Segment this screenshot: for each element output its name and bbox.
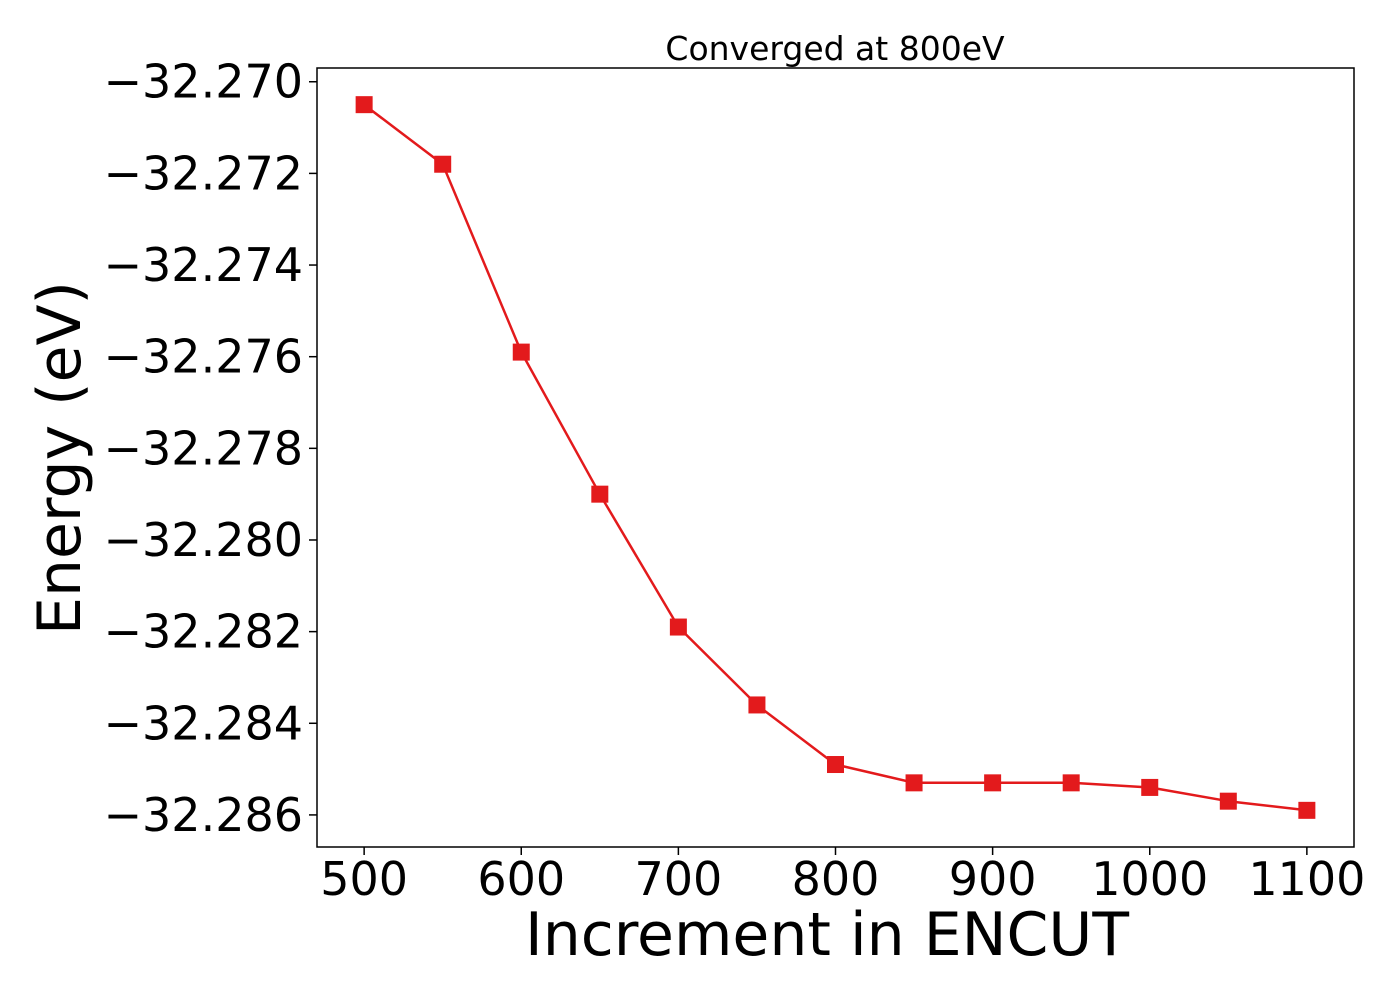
y-tick-label: −32.280 bbox=[104, 513, 304, 567]
y-tick-label: −32.276 bbox=[104, 330, 304, 384]
x-tick-label: 1000 bbox=[1091, 852, 1208, 906]
y-axis-label: Energy (eV) bbox=[25, 281, 95, 635]
x-axis-ticks: 500 600 700 800 900 1000 1100 bbox=[320, 847, 1365, 906]
data-point-marker bbox=[905, 774, 923, 792]
data-point-marker bbox=[1141, 778, 1159, 796]
x-tick-label: 700 bbox=[634, 852, 722, 906]
plot-frame bbox=[316, 67, 1355, 848]
data-point-marker bbox=[355, 96, 373, 114]
data-point-marker bbox=[827, 756, 844, 774]
x-tick-label: 1100 bbox=[1248, 852, 1365, 906]
data-point-marker bbox=[748, 696, 766, 714]
y-tick-label: −32.270 bbox=[104, 55, 304, 109]
data-point-marker bbox=[1219, 792, 1237, 810]
data-point-marker bbox=[434, 155, 452, 173]
data-point-marker bbox=[1298, 801, 1316, 819]
y-tick-label: −32.282 bbox=[104, 605, 304, 659]
chart-title: Converged at 800eV bbox=[665, 29, 1005, 68]
x-tick-label: 800 bbox=[792, 852, 880, 906]
data-point-marker bbox=[591, 485, 609, 503]
data-point-marker bbox=[669, 618, 687, 636]
data-point-marker bbox=[984, 774, 1002, 792]
data-point-marker bbox=[1062, 774, 1080, 792]
y-axis-ticks: −32.270 −32.272 −32.274 −32.276 −32.278 −32.2… bbox=[104, 55, 317, 842]
series-group bbox=[355, 96, 1316, 819]
x-tick-label: 500 bbox=[320, 852, 408, 906]
y-tick-label: −32.274 bbox=[104, 238, 304, 292]
y-tick-label: −32.272 bbox=[104, 146, 304, 200]
y-tick-label: −32.284 bbox=[104, 696, 304, 750]
x-tick-label: 900 bbox=[949, 852, 1037, 906]
x-axis-label: Increment in ENCUT bbox=[525, 900, 1129, 970]
data-point-marker bbox=[512, 343, 530, 361]
y-tick-label: −32.286 bbox=[104, 788, 304, 842]
x-tick-label: 600 bbox=[477, 852, 565, 906]
plot-area bbox=[316, 67, 1355, 848]
y-tick-label: −32.278 bbox=[104, 421, 304, 475]
